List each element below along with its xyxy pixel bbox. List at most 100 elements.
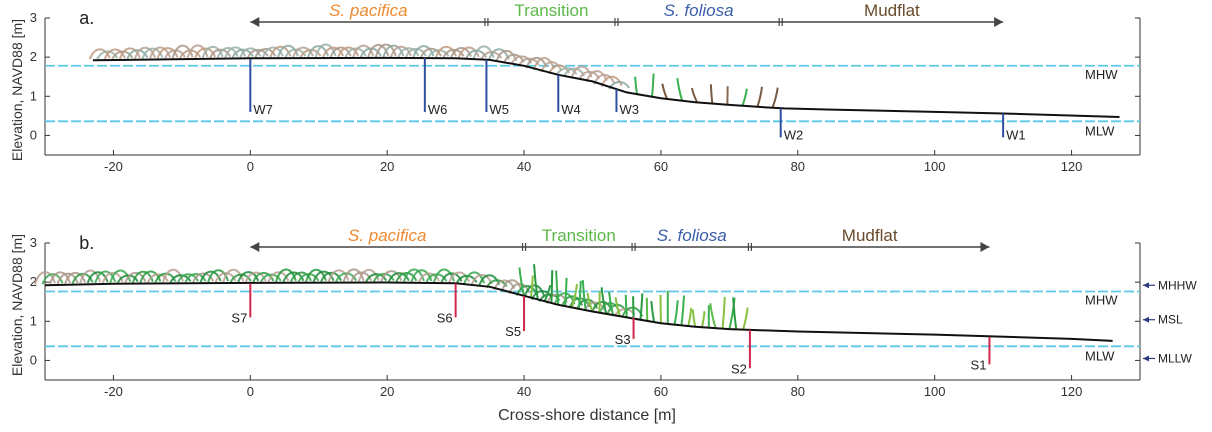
vegetation-stroke <box>470 273 493 286</box>
vegetation-stroke <box>192 272 214 283</box>
grass-blade <box>661 83 669 100</box>
grass-blade <box>586 292 594 312</box>
x-tick-label: -20 <box>104 159 123 174</box>
x-tick-label: 80 <box>791 384 805 399</box>
zone-label: S. foliosa <box>664 1 734 20</box>
vegetation-stroke <box>169 274 192 283</box>
vegetation-stroke <box>397 47 420 58</box>
grass-blade <box>701 311 706 328</box>
vegetation-stroke <box>79 269 102 284</box>
station-label: W6 <box>428 102 448 117</box>
vegetation-stroke <box>156 47 179 59</box>
grass-blade <box>676 77 684 101</box>
vegetation-stroke <box>359 47 382 58</box>
arrowhead-right <box>994 17 1004 27</box>
vegetation-stroke <box>126 49 149 60</box>
grass-blade <box>690 87 699 103</box>
station-label: S1 <box>971 357 987 372</box>
panel-label: b. <box>79 233 94 253</box>
vegetation-stroke <box>96 50 119 60</box>
zone-label: S. pacifica <box>329 1 407 20</box>
vegetation-stroke <box>342 268 365 282</box>
vegetation-stroke <box>478 274 501 287</box>
grass-blade <box>680 295 686 326</box>
vegetation-stroke <box>344 47 367 58</box>
panel-label: a. <box>79 8 94 28</box>
arrowhead-right <box>980 242 990 252</box>
vegetation-stroke <box>184 272 207 283</box>
vegetation-stroke <box>133 46 156 59</box>
grass-blade <box>721 296 726 329</box>
vegetation-stroke <box>335 272 358 283</box>
vegetation-stroke <box>532 57 555 71</box>
vegetation-stroke <box>49 271 72 285</box>
arrowhead-left <box>250 17 260 27</box>
vegetation-stroke <box>34 271 56 285</box>
station-label: W3 <box>619 102 639 117</box>
grass-blade <box>634 76 638 95</box>
vegetation-stroke <box>314 43 337 58</box>
grass-blade <box>624 294 628 318</box>
vegetation-stroke <box>109 269 132 283</box>
grass-blade <box>639 293 644 320</box>
grass-blade <box>709 84 714 104</box>
grass-blade <box>550 270 554 304</box>
grass-blade <box>571 283 578 308</box>
grass-blade <box>673 300 679 325</box>
vegetation-stroke <box>267 271 290 283</box>
vegetation-stroke <box>282 271 305 283</box>
vegetation-stroke <box>442 48 465 58</box>
y-tick-label: 1 <box>30 88 37 103</box>
vegetation-stroke <box>207 269 230 283</box>
x-tick-label: 20 <box>380 384 394 399</box>
vegetation-stroke <box>495 49 518 63</box>
vegetation-stroke <box>259 273 282 283</box>
vegetation-stroke <box>231 48 254 58</box>
vegetation-stroke <box>320 271 342 283</box>
grass-blade <box>651 73 655 97</box>
datum-label: MHHW <box>1158 278 1197 292</box>
panel-b-chart: -20 0 20 40 60 80 100 120 0 1 2 3 b. MHW MLW S7 S6 S5 S3 S2… <box>30 226 1198 399</box>
x-tick-label: 120 <box>1061 384 1083 399</box>
grass-blade <box>529 275 534 298</box>
datum-arrowhead <box>1143 282 1149 289</box>
x-tick-label: 60 <box>654 159 668 174</box>
x-tick-label: 120 <box>1061 159 1083 174</box>
vegetation-stroke <box>254 47 277 58</box>
grass-blade <box>533 264 539 300</box>
vegetation-stroke <box>372 272 395 283</box>
y-axis-label-b: Elevation, NAVD88 [m] <box>9 234 25 376</box>
station-label: S5 <box>505 324 521 339</box>
station-label: S6 <box>437 310 453 325</box>
x-axis-label: Cross-shore distance [m] <box>498 407 676 424</box>
vegetation-group <box>88 43 779 109</box>
panel-a-chart: -20 0 20 40 60 80 100 120 0 1 2 3 a. MHW MLW W7 W6 W5 W4 W3… <box>30 1 1141 174</box>
y-tick-label: 2 <box>30 49 37 64</box>
x-tick-label: 40 <box>517 159 531 174</box>
datum-label: MSL <box>1158 313 1183 327</box>
grass-blade <box>709 303 717 329</box>
station-label: W7 <box>253 102 273 117</box>
grass-blade <box>687 307 693 327</box>
y-tick-label: 0 <box>30 127 37 142</box>
vegetation-stroke <box>246 48 269 58</box>
grass-blade <box>650 300 656 323</box>
vegetation-stroke <box>395 271 418 283</box>
vegetation-stroke <box>420 47 442 58</box>
vegetation-stroke <box>327 269 350 283</box>
vegetation-stroke <box>455 274 478 284</box>
grass-blade <box>555 270 560 305</box>
grass-blade <box>518 267 526 297</box>
vegetation-stroke <box>261 46 284 58</box>
zone-label: Mudflat <box>842 226 898 245</box>
vegetation-stroke <box>199 270 222 283</box>
vegetation-stroke <box>177 273 199 283</box>
vegetation-stroke <box>201 45 224 59</box>
vegetation-stroke <box>312 270 335 283</box>
station-label: W1 <box>1006 127 1026 142</box>
zone-label: Mudflat <box>864 1 920 20</box>
vegetation-stroke <box>186 44 209 59</box>
vegetation-stroke <box>111 50 134 60</box>
tide-label: MLW <box>1085 348 1115 363</box>
grass-blade <box>543 284 552 302</box>
